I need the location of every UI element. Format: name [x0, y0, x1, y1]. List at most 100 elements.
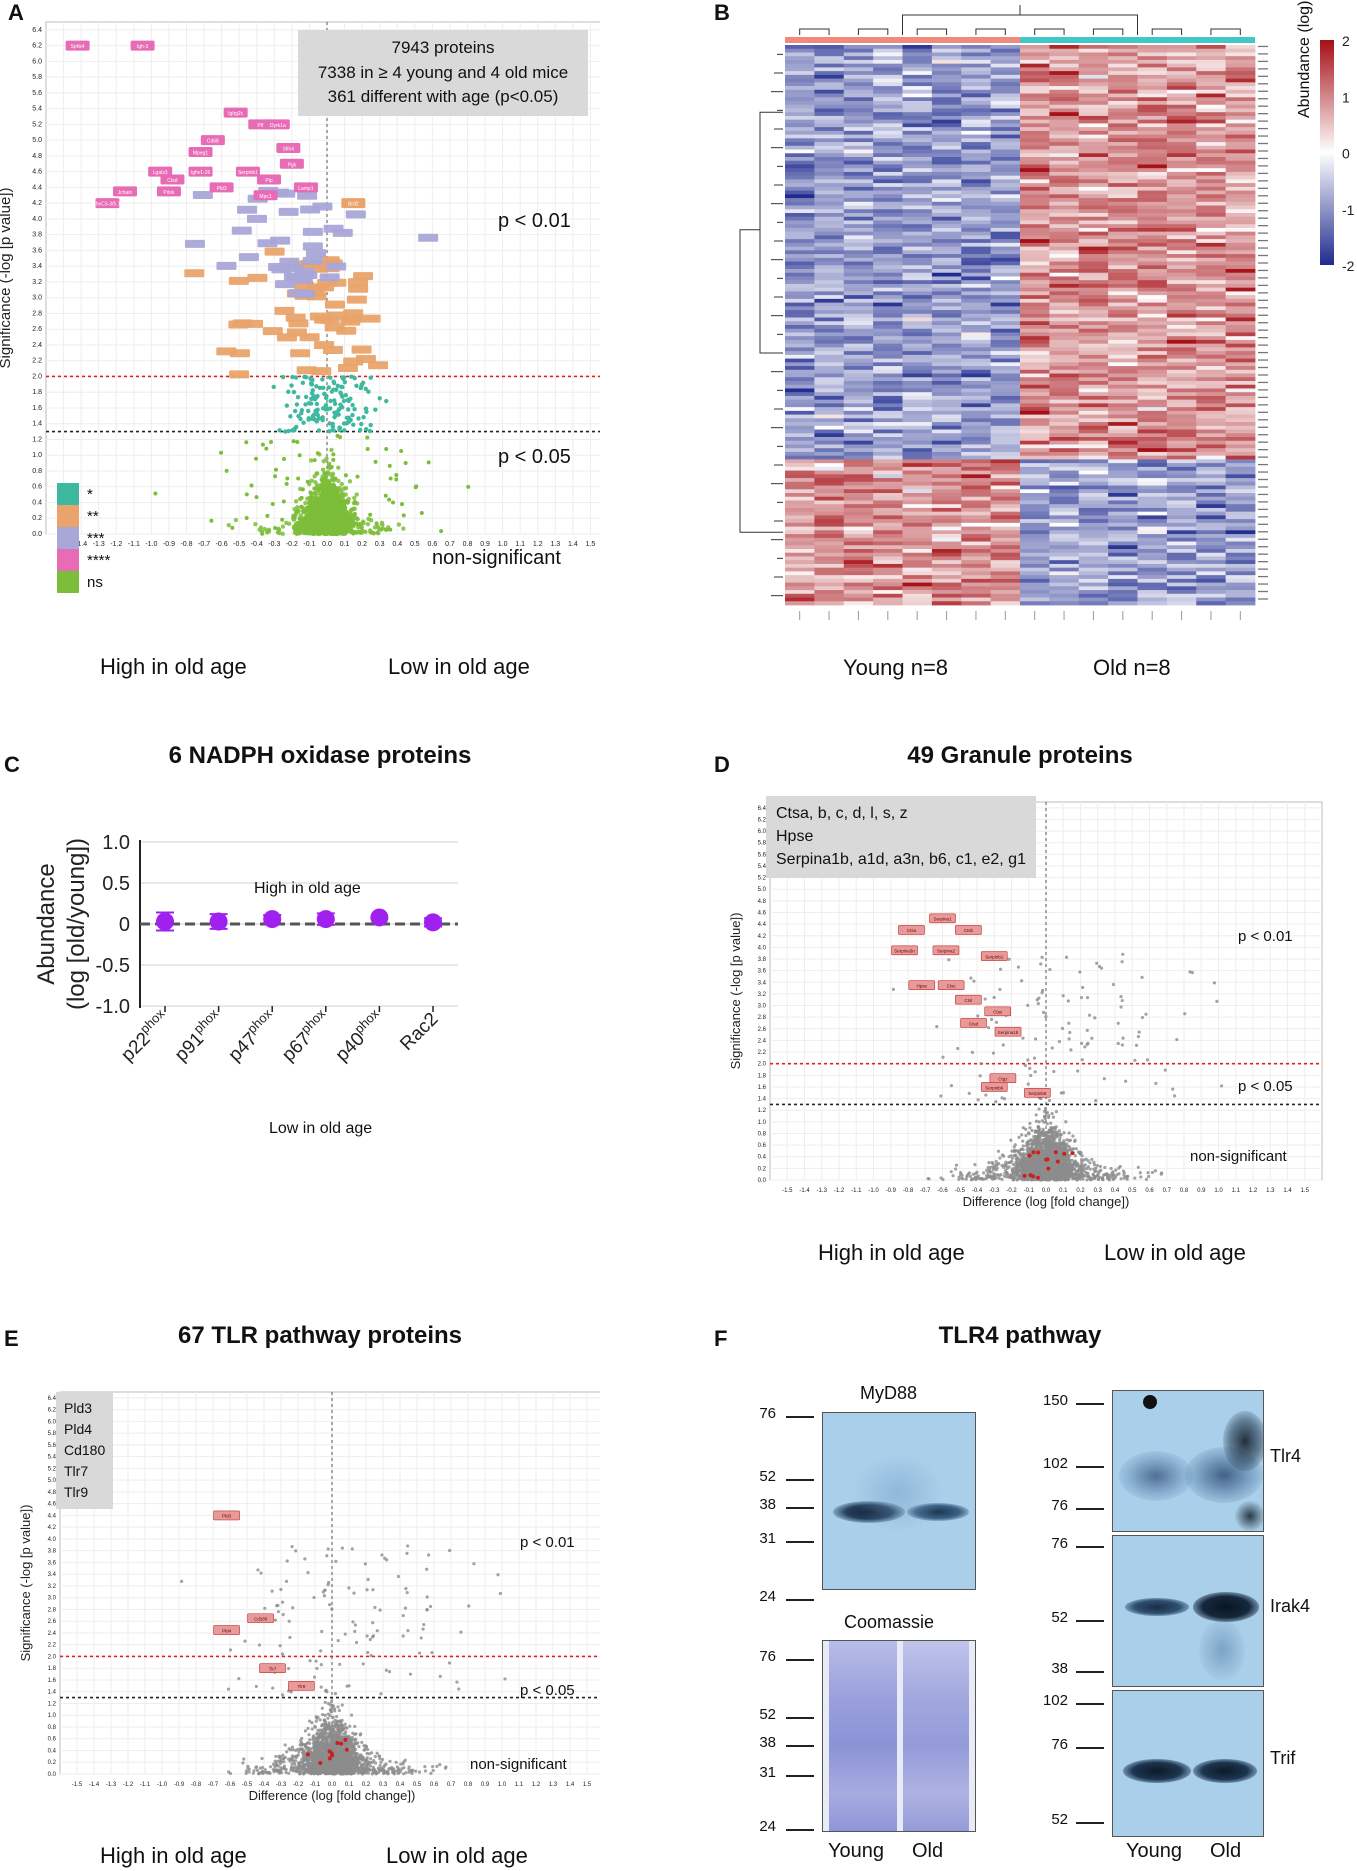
heatmap-cell	[1049, 198, 1080, 203]
heatmap-cell	[1196, 515, 1227, 520]
heatmap-cell	[1137, 381, 1168, 386]
heatmap-cell	[873, 601, 903, 606]
row-label	[1258, 374, 1268, 376]
heatmap-cell	[1196, 254, 1227, 259]
data-point	[283, 429, 288, 434]
heatmap-cell	[1196, 597, 1227, 602]
data-point	[357, 427, 363, 433]
heatmap-cell	[843, 306, 874, 311]
heatmap-cell	[961, 339, 992, 345]
heatmap-cell	[843, 194, 874, 199]
heatmap-cell	[843, 463, 874, 468]
data-point	[341, 198, 366, 209]
x-tick-label: 1.4	[1283, 1188, 1292, 1194]
heatmap-cell	[843, 448, 874, 453]
heatmap-cell	[1078, 328, 1109, 333]
heatmap-cell	[990, 343, 1021, 348]
heatmap-cell	[1049, 168, 1080, 173]
heatmap-cell	[814, 254, 845, 259]
heatmap-cell	[931, 463, 962, 468]
heatmap-cell	[873, 183, 903, 188]
y-tick-label: 0	[119, 914, 130, 936]
heatmap-cell	[1108, 590, 1138, 595]
heatmap-cell	[902, 519, 933, 524]
heatmap-cell	[1166, 246, 1197, 251]
data-point	[302, 374, 307, 380]
heatmap-cell	[873, 134, 903, 139]
heatmap-cell	[1049, 437, 1080, 442]
heatmap-cell	[1137, 149, 1168, 154]
heatmap-cell	[990, 403, 1021, 408]
heatmap-cell	[1049, 160, 1080, 165]
heatmap-cell	[1078, 283, 1109, 289]
heatmap-cell	[961, 351, 992, 356]
heatmap-cell	[1166, 493, 1197, 498]
heatmap-cell	[1020, 313, 1050, 318]
heatmap-cell	[1137, 89, 1168, 94]
heatmap-cell	[931, 545, 962, 550]
heatmap-cell	[1196, 153, 1227, 158]
heatmap-cell	[1078, 545, 1109, 550]
heatmap-cell	[1196, 403, 1227, 408]
heatmap-cell	[961, 164, 992, 169]
data-point	[244, 492, 249, 497]
data-point	[296, 508, 301, 513]
heatmap-cell	[1137, 339, 1168, 345]
heatmap-cell	[785, 459, 815, 464]
data-point	[260, 531, 265, 536]
heatmap-cell	[961, 485, 992, 490]
data-point	[387, 497, 392, 502]
heatmap-cell	[1078, 339, 1109, 345]
heatmap-cell	[990, 339, 1021, 345]
data-point	[323, 506, 329, 512]
heatmap-cell	[931, 478, 962, 483]
heatmap-cell	[931, 407, 962, 412]
heatmap-cell	[1108, 48, 1138, 53]
heatmap-cell	[785, 481, 815, 486]
heatmap-cell	[843, 321, 874, 326]
data-point	[317, 385, 323, 391]
heatmap-cell	[902, 254, 933, 259]
heatmap-cell	[873, 291, 903, 296]
y-tick-label: -1.0	[96, 996, 130, 1018]
column-label	[1092, 611, 1094, 620]
heatmap-cell	[1020, 552, 1050, 557]
row-label	[1258, 575, 1268, 578]
heatmap-cell	[1225, 190, 1256, 195]
heatmap-cell	[843, 115, 874, 121]
heatmap-cell	[873, 407, 903, 412]
heatmap-cell	[814, 530, 845, 535]
heatmap-cell	[1196, 130, 1227, 135]
heatmap-cell	[990, 269, 1021, 274]
data-point	[374, 521, 379, 526]
heatmap-cell	[1078, 201, 1109, 206]
heatmap-cell	[961, 186, 992, 191]
heatmap-cell	[990, 231, 1021, 236]
heatmap-cell	[1225, 89, 1256, 94]
heatmap-cell	[785, 545, 815, 550]
heatmap-cell	[902, 220, 933, 225]
heatmap-cell	[990, 541, 1021, 546]
heatmap-cell	[1196, 347, 1227, 352]
heatmap-cell	[1078, 71, 1109, 76]
data-point	[363, 427, 369, 432]
heatmap-cell	[843, 485, 874, 490]
data-point	[949, 1170, 953, 1174]
heatmap-cell	[1020, 504, 1050, 509]
heatmap-cell	[1108, 343, 1138, 348]
data-point	[302, 510, 307, 515]
heatmap-cell	[785, 358, 815, 363]
heatmap-cell	[1166, 45, 1197, 50]
heatmap-cell	[931, 560, 962, 565]
heatmap-cell	[873, 466, 903, 471]
legend-swatch	[57, 505, 79, 527]
heatmap-cell	[1020, 194, 1050, 199]
heatmap-cell	[1166, 56, 1197, 61]
data-point	[376, 531, 381, 536]
heatmap-cell	[1049, 601, 1080, 606]
heatmap-cell	[1108, 332, 1138, 337]
column-label	[946, 611, 948, 620]
heatmap-cell	[931, 179, 962, 184]
data-point	[296, 476, 301, 481]
heatmap-cell	[1196, 496, 1227, 501]
